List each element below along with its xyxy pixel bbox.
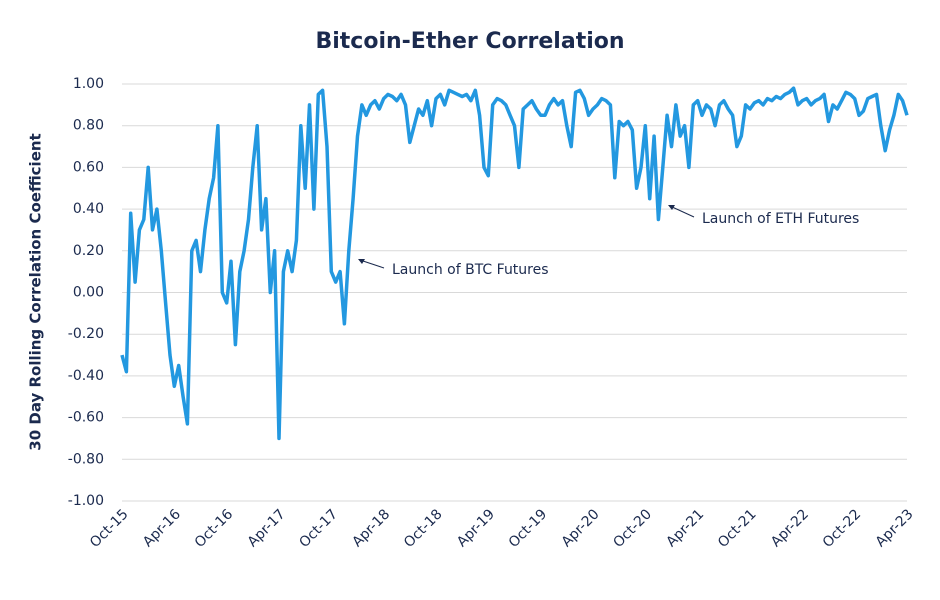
x-tick-label: Oct-22 [820, 506, 865, 551]
y-tick-label: -0.40 [68, 368, 104, 384]
chart-title: Bitcoin-Ether Correlation [315, 29, 624, 54]
x-tick-label: Oct-18 [401, 506, 446, 551]
y-tick-label: -0.80 [68, 451, 104, 467]
x-tick-label: Apr-17 [245, 506, 289, 550]
x-tick-label: Apr-16 [140, 506, 184, 550]
y-tick-label: 0.20 [73, 243, 104, 259]
annotation-arrowhead [358, 259, 365, 264]
y-tick-label: 0.80 [73, 118, 104, 134]
annotation-arrow [669, 205, 695, 218]
y-tick-label: 0.40 [73, 201, 104, 217]
annotation-arrow [359, 259, 385, 269]
annotation: Launch of ETH Futures [702, 211, 859, 227]
x-tick-label: Oct-17 [296, 506, 341, 551]
x-tick-label: Apr-18 [349, 506, 393, 550]
x-tick-label: Oct-21 [715, 506, 760, 551]
x-tick-label: Apr-19 [454, 506, 498, 550]
x-tick-label: Apr-23 [873, 506, 917, 550]
x-tick-label: Oct-16 [192, 506, 237, 551]
x-tick-label: Oct-19 [506, 506, 551, 551]
y-tick-label: -0.60 [68, 410, 104, 426]
y-axis-title: 30 Day Rolling Correlation Coefficient [27, 133, 45, 450]
x-tick-label: Apr-22 [768, 506, 812, 550]
data-line [120, 86, 909, 441]
y-tick-label: 0.60 [73, 159, 104, 175]
y-tick-label: -1.00 [68, 493, 104, 509]
y-tick-label: 0.00 [73, 285, 104, 301]
x-tick-label: Oct-15 [87, 506, 132, 551]
annotation: Launch of BTC Futures [392, 262, 549, 278]
x-tick-label: Apr-20 [559, 506, 603, 550]
annotation-arrowhead [668, 205, 675, 210]
x-tick-label: Oct-20 [610, 506, 655, 551]
x-tick-label: Apr-21 [663, 506, 707, 550]
y-tick-label: 1.00 [73, 76, 104, 92]
y-tick-label: -0.20 [68, 326, 104, 342]
